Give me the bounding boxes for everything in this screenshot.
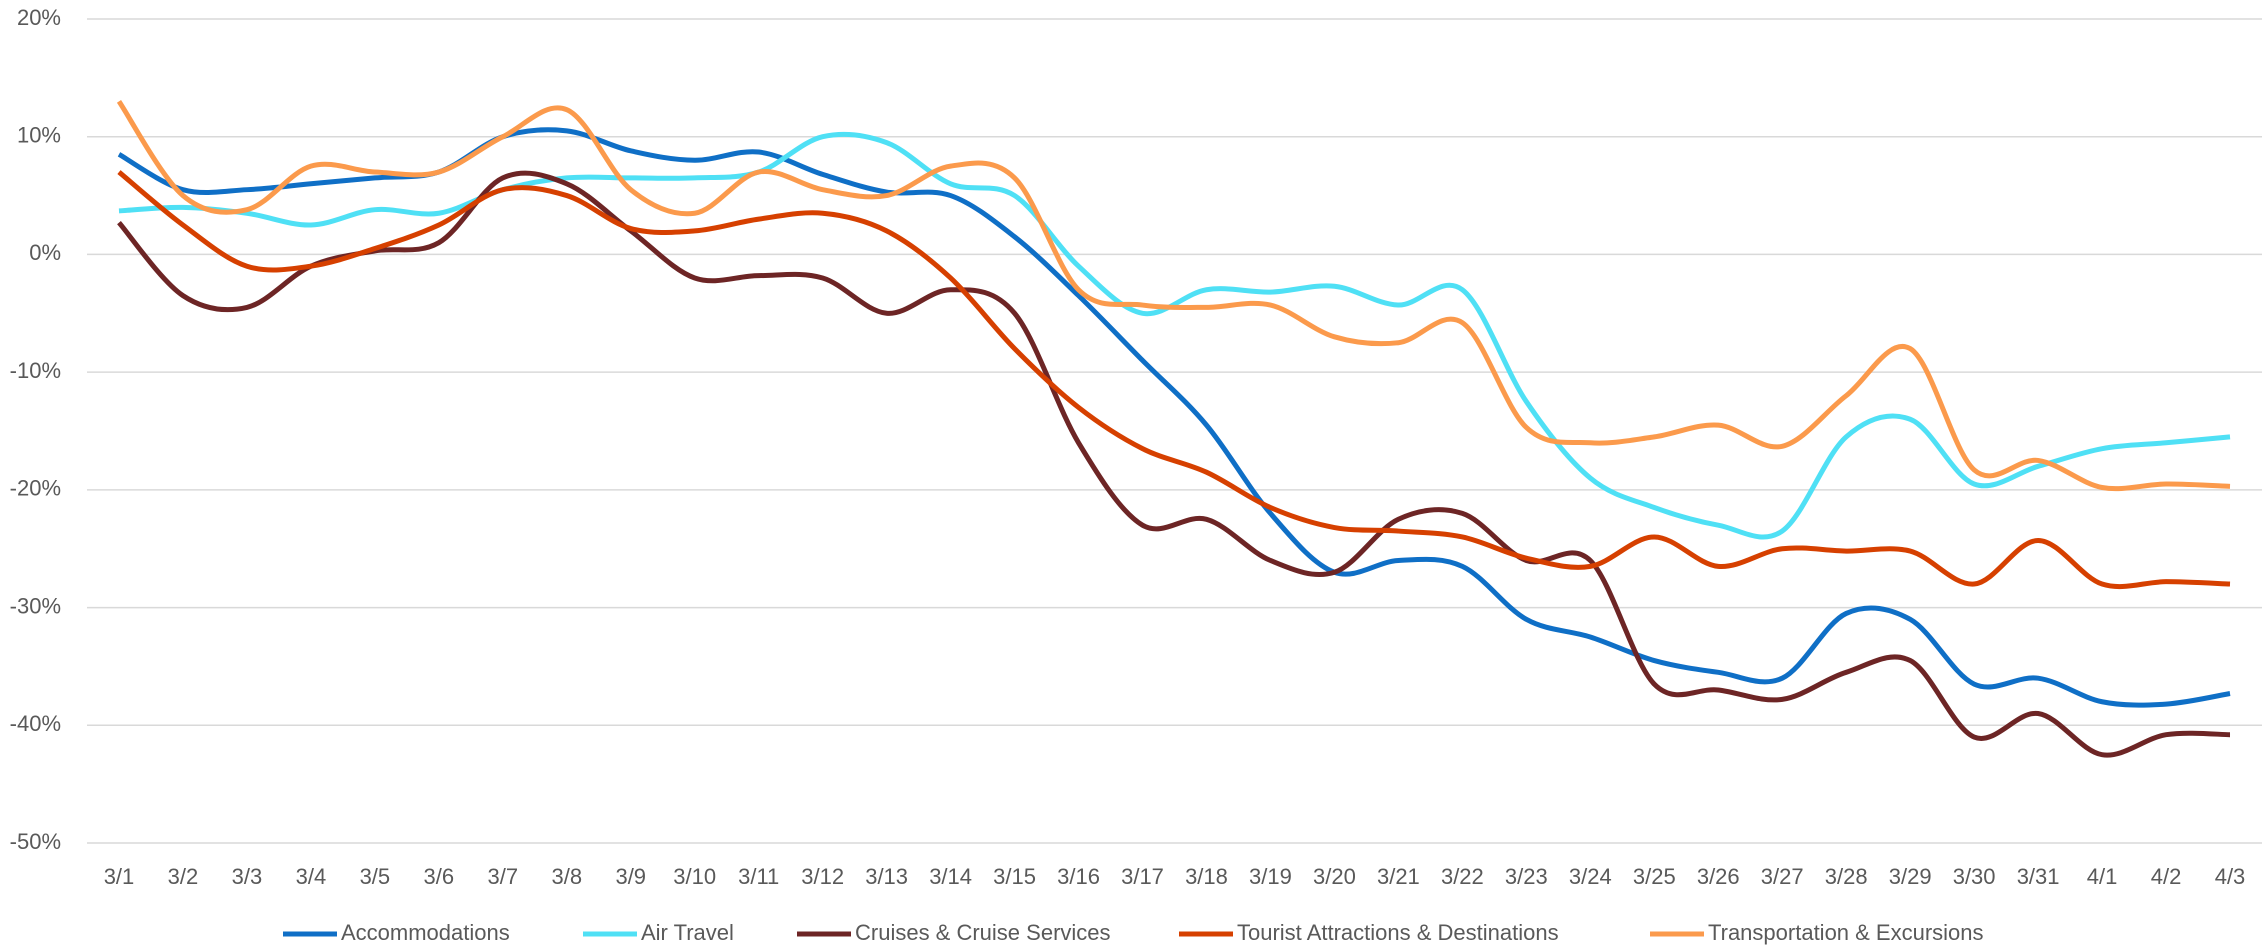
y-tick-label: 20% [17,5,61,30]
x-tick-label: 3/17 [1121,864,1164,889]
y-tick-label: 0% [29,240,61,265]
x-tick-label: 3/2 [168,864,199,889]
legend-label: Cruises & Cruise Services [855,920,1111,945]
x-tick-label: 3/10 [673,864,716,889]
x-tick-label: 3/25 [1633,864,1676,889]
x-tick-label: 3/24 [1569,864,1612,889]
x-tick-label: 3/20 [1313,864,1356,889]
x-tick-label: 3/22 [1441,864,1484,889]
series-line [117,170,2231,590]
y-tick-label: -20% [10,476,61,501]
x-tick-label: 3/30 [1953,864,1996,889]
x-tick-label: 3/21 [1377,864,1420,889]
x-tick-label: 3/5 [360,864,391,889]
y-tick-label: 10% [17,123,61,148]
x-tick-label: 3/7 [488,864,519,889]
legend-label: Tourist Attractions & Destinations [1237,920,1559,945]
x-tick-label: 4/3 [2215,864,2246,889]
x-tick-label: 3/12 [801,864,844,889]
y-tick-label: -50% [10,829,61,854]
x-tick-label: 3/11 [738,864,779,889]
x-tick-label: 3/27 [1761,864,1804,889]
x-tick-label: 3/31 [2017,864,2060,889]
y-tick-label: -10% [10,358,61,383]
x-tick-label: 3/9 [615,864,646,889]
x-tick-label: 3/19 [1249,864,1292,889]
legend-label: Transportation & Excursions [1708,920,1984,945]
y-tick-label: -40% [10,711,61,736]
series-line [117,170,2231,758]
x-tick-label: 3/3 [232,864,263,889]
x-tick-label: 3/29 [1889,864,1932,889]
x-tick-label: 3/23 [1505,864,1548,889]
x-tick-label: 3/14 [929,864,972,889]
x-tick-label: 3/15 [993,864,1036,889]
series-line [116,99,2231,492]
x-tick-label: 3/1 [104,864,135,889]
x-tick-label: 3/18 [1185,864,1228,889]
x-tick-label: 3/13 [865,864,908,889]
y-tick-label: -30% [10,593,61,618]
x-tick-label: 3/16 [1057,864,1100,889]
x-tick-label: 3/26 [1697,864,1740,889]
series-line [118,131,2231,540]
x-tick-label: 4/2 [2151,864,2182,889]
legend-label: Accommodations [341,920,510,945]
x-tick-label: 3/8 [551,864,582,889]
x-tick-label: 3/28 [1825,864,1868,889]
x-tick-label: 4/1 [2087,864,2118,889]
x-tick-label: 3/4 [296,864,327,889]
x-tick-label: 3/6 [424,864,455,889]
legend-label: Air Travel [641,920,734,945]
